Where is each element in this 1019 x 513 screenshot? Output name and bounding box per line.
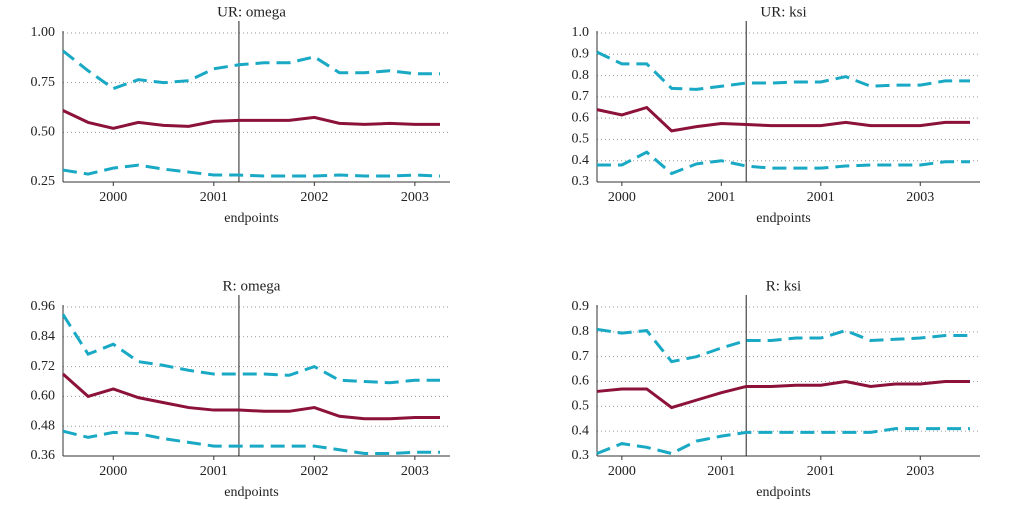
- y-tick-label: 0.4: [572, 153, 590, 168]
- series-line: [596, 379, 970, 410]
- x-tick-label: 2003: [906, 190, 934, 205]
- panel-title: UR: omega: [217, 4, 286, 20]
- y-tick-label: 0.5: [572, 399, 590, 414]
- series-line: [596, 427, 970, 456]
- y-tick-label: 0.4: [572, 423, 590, 438]
- x-tick-label: 2003: [906, 464, 934, 479]
- series-line: [61, 313, 440, 385]
- y-tick-label: 0.7: [572, 89, 590, 104]
- y-tick-label: 1.00: [31, 25, 56, 40]
- x-axis-label: endpoints: [756, 211, 810, 226]
- series-line: [62, 163, 441, 178]
- x-tick-label: 2001: [807, 464, 835, 479]
- y-tick-label: 0.3: [572, 174, 590, 189]
- x-tick-label: 2001: [707, 190, 735, 205]
- x-axis-label: endpoints: [756, 485, 810, 500]
- y-tick-label: 0.60: [31, 389, 56, 404]
- y-tick-label: 0.72: [31, 359, 56, 374]
- x-tick-label: 2000: [99, 190, 127, 205]
- x-tick-label: 2003: [401, 190, 429, 205]
- x-tick-label: 2001: [200, 464, 228, 479]
- y-tick-label: 0.75: [31, 75, 56, 90]
- y-tick-label: 0.36: [31, 448, 56, 463]
- panel-title: R: omega: [223, 278, 281, 294]
- x-axis-label: endpoints: [224, 211, 278, 226]
- y-tick-label: 0.25: [31, 174, 56, 189]
- x-tick-label: 2002: [300, 464, 328, 479]
- y-tick-label: 0.96: [31, 299, 56, 314]
- panel-title: UR: ksi: [760, 4, 806, 20]
- y-tick-label: 0.6: [572, 374, 590, 389]
- x-tick-label: 2001: [807, 190, 835, 205]
- y-tick-label: 0.3: [572, 448, 590, 463]
- x-tick-label: 2003: [401, 464, 429, 479]
- x-tick-label: 2001: [707, 464, 735, 479]
- y-tick-label: 0.8: [572, 68, 590, 83]
- x-tick-label: 2000: [99, 464, 127, 479]
- y-tick-label: 0.5: [572, 132, 590, 147]
- x-tick-label: 2000: [608, 190, 636, 205]
- series-line: [596, 327, 970, 364]
- series-line: [596, 105, 970, 133]
- series-line: [597, 150, 970, 176]
- x-tick-label: 2000: [608, 464, 636, 479]
- x-tick-label: 2002: [300, 190, 328, 205]
- series-line: [62, 109, 440, 130]
- x-tick-label: 2001: [200, 190, 228, 205]
- y-tick-label: 0.9: [572, 47, 590, 62]
- series-line: [596, 50, 970, 91]
- y-tick-label: 0.50: [31, 125, 56, 140]
- y-tick-label: 0.84: [31, 329, 56, 344]
- series-line: [62, 49, 440, 91]
- y-tick-label: 0.8: [572, 324, 590, 339]
- series-line: [62, 429, 440, 456]
- y-tick-label: 1.0: [572, 25, 590, 40]
- y-tick-label: 0.7: [572, 349, 590, 364]
- panel-title: R: ksi: [766, 278, 801, 294]
- y-tick-label: 0.6: [572, 110, 590, 125]
- series-line: [62, 372, 440, 421]
- y-tick-label: 0.48: [31, 418, 56, 433]
- x-axis-label: endpoints: [224, 485, 278, 500]
- y-tick-label: 0.9: [572, 299, 590, 314]
